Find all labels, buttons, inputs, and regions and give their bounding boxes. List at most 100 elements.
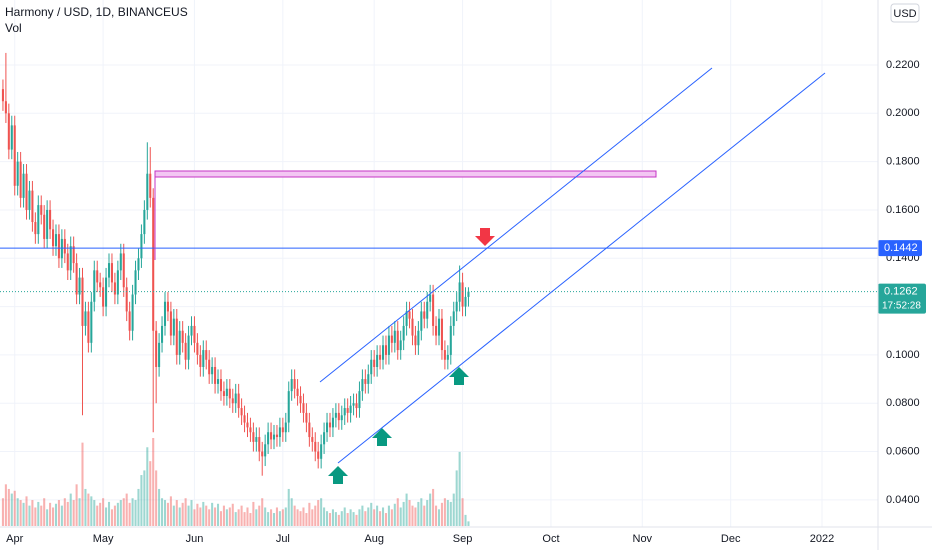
candle-body: [107, 263, 111, 278]
volume-bar: [131, 498, 134, 526]
candle-body: [346, 408, 349, 413]
candle-body: [16, 161, 19, 186]
y-tick-label: 0.1600: [886, 204, 920, 216]
volume-bar: [461, 498, 464, 526]
volume-bar: [246, 507, 249, 526]
volume-bar: [414, 507, 417, 526]
candle-body: [328, 422, 332, 428]
candle-body: [381, 345, 385, 360]
volume-bar: [125, 493, 128, 526]
candle-body: [1, 89, 4, 102]
volume-bar: [72, 500, 75, 526]
volume-bar: [158, 488, 161, 526]
candle-body: [358, 391, 361, 409]
volume-bar: [393, 503, 396, 526]
candle-body: [337, 412, 340, 421]
candle-body: [243, 415, 246, 423]
y-tick-label: 0.1800: [886, 156, 920, 168]
volume-bar: [78, 498, 81, 526]
volume-bar: [211, 502, 214, 526]
volume-bar: [373, 509, 376, 526]
volume-bar: [193, 509, 196, 526]
volume-bar: [60, 505, 63, 526]
volume-bar: [320, 498, 323, 526]
volume-bar: [308, 502, 311, 526]
volume-bar: [19, 500, 22, 526]
candle-body: [113, 282, 116, 295]
volume-bar: [437, 509, 441, 526]
x-tick-label: Dec: [721, 533, 741, 545]
x-tick-label: Apr: [6, 533, 23, 545]
candle-body: [131, 294, 134, 331]
candle-body: [66, 253, 69, 271]
volume-bar: [22, 502, 25, 526]
volume-bar: [134, 500, 137, 526]
candle-body: [390, 335, 393, 343]
candle-body: [464, 296, 467, 307]
candle-body: [163, 301, 167, 326]
x-tick-label: Nov: [633, 533, 653, 545]
candle-body: [37, 205, 40, 235]
candle-body: [264, 444, 267, 457]
volume-bar: [367, 507, 370, 526]
candle-body: [326, 422, 329, 433]
candle-body: [270, 432, 273, 440]
candle-body: [275, 434, 278, 438]
currency-button[interactable]: [890, 3, 920, 23]
candle-body: [355, 403, 358, 409]
up-arrow: [328, 466, 348, 484]
candle-body: [137, 258, 140, 271]
volume-bar: [379, 511, 382, 526]
candle-body: [376, 354, 379, 367]
candle-body: [90, 301, 93, 343]
volume-bar: [305, 513, 308, 526]
candle-body: [84, 311, 87, 326]
candle-body: [272, 434, 276, 440]
volume-bar: [381, 507, 385, 526]
volume-bar: [396, 498, 399, 526]
volume-bar: [87, 493, 90, 526]
up-arrow: [372, 428, 392, 446]
candle-body: [225, 388, 228, 396]
volume-bar: [399, 507, 402, 526]
candle-body: [69, 246, 72, 271]
volume-bar: [196, 503, 199, 526]
down-arrow: [475, 228, 495, 246]
candle-body: [10, 125, 13, 150]
volume-bar: [184, 498, 187, 526]
x-tick-label: 2022: [810, 533, 834, 545]
candle-body: [146, 173, 149, 210]
candle-body: [7, 113, 10, 150]
last-price-label: 0.1262: [884, 286, 918, 298]
volume-bar: [140, 475, 143, 526]
candle-body: [184, 342, 187, 360]
candle-body: [40, 205, 43, 215]
volume-bar: [219, 511, 223, 526]
volume-bar: [384, 513, 387, 526]
volume-bar: [146, 447, 149, 526]
volume-bar: [346, 513, 349, 526]
volume-bar: [328, 513, 332, 526]
candle-body: [314, 441, 317, 452]
volume-bar: [255, 509, 258, 526]
candle-body: [440, 318, 443, 351]
volume-bar: [28, 505, 31, 526]
volume-bar: [31, 500, 34, 526]
candle-body: [199, 354, 202, 367]
volume-bar: [340, 511, 343, 526]
volume-bar: [423, 505, 426, 526]
volume-bar: [261, 498, 264, 526]
volume-bar: [169, 496, 172, 526]
x-tick-label: May: [93, 533, 114, 545]
candle-body: [166, 301, 169, 312]
candle-body: [461, 282, 464, 307]
candle-body: [334, 412, 337, 418]
candle-body: [25, 173, 28, 210]
volume-bar: [202, 501, 205, 526]
candle-body: [72, 246, 75, 264]
candle-body: [190, 325, 193, 336]
currency-label[interactable]: USD: [893, 8, 916, 20]
volume-bar: [237, 509, 240, 526]
candle-body: [296, 388, 299, 396]
